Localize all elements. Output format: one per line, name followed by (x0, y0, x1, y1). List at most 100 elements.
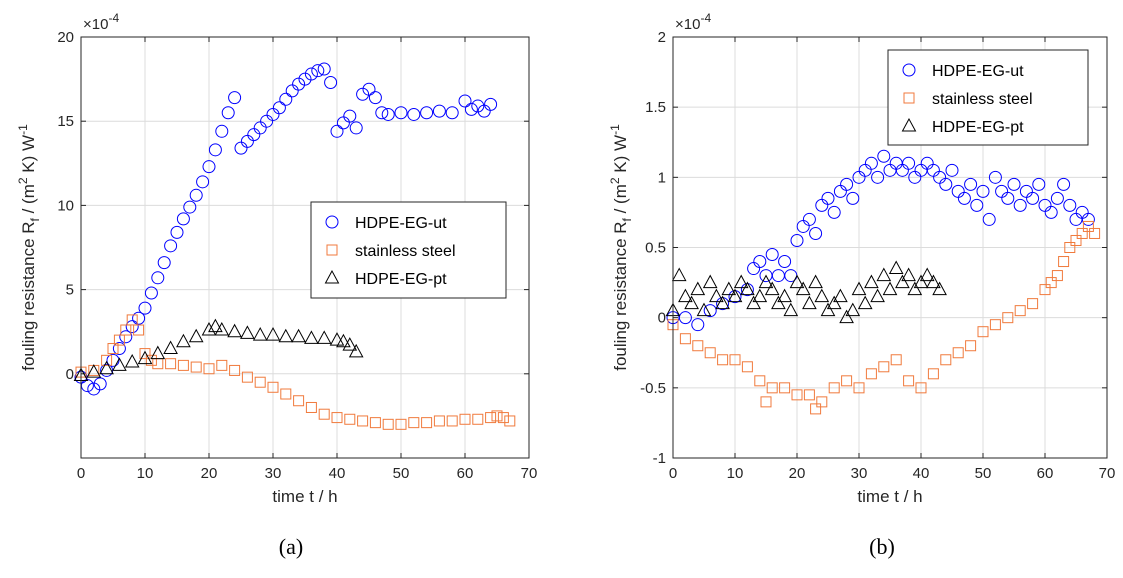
chart-panel-a: 0 10 20 30 40 50 60 70 0 5 10 15 20 ×10-4 time t / h fo… (16, 11, 537, 559)
data-point (202, 160, 216, 174)
data-point (304, 67, 318, 81)
data-point (895, 274, 910, 289)
exponent-label: ×10-4 (83, 11, 119, 33)
data-point (1058, 256, 1070, 268)
data-point (690, 281, 706, 296)
plot-frame (672, 36, 1108, 459)
legend-marker (325, 215, 339, 229)
data-point (164, 239, 178, 253)
data-point (472, 413, 484, 425)
data-point (137, 350, 153, 365)
data-point (902, 156, 916, 170)
data-point (163, 340, 178, 355)
x-tick-label: 0 (669, 465, 677, 482)
exponent-power: -4 (700, 11, 711, 25)
data-point (827, 205, 841, 219)
data-point (331, 412, 343, 424)
data-point (839, 309, 854, 324)
data-point (1081, 212, 1095, 226)
data-point (766, 382, 778, 394)
data-point (846, 191, 860, 205)
data-point (183, 200, 197, 214)
data-point (446, 415, 458, 427)
data-point (188, 328, 204, 343)
data-point (228, 91, 242, 105)
data-point (189, 188, 203, 202)
legend-marker (326, 244, 338, 256)
data-point (865, 368, 877, 380)
data-point (1007, 177, 1021, 191)
series-stainless-steel (667, 220, 1101, 415)
x-tick-label: 50 (975, 465, 992, 482)
data-point (957, 191, 971, 205)
y-axis-label-part: / (m (611, 184, 630, 218)
data-point (970, 198, 984, 212)
data-point (101, 354, 113, 366)
data-point (890, 354, 902, 366)
data-point (989, 319, 1001, 331)
y-tick-label: 0 (66, 366, 74, 383)
data-point (157, 256, 171, 270)
y-tick-label: 2 (658, 29, 666, 46)
data-point (145, 354, 157, 366)
plot-frame (80, 36, 530, 459)
legend-label: HDPE-EG-ut (932, 63, 1024, 80)
data-point (828, 382, 840, 394)
data-point (964, 177, 978, 191)
data-point (877, 149, 891, 163)
data-point (765, 248, 779, 262)
data-point (265, 327, 281, 341)
data-point (733, 274, 749, 289)
legend-marker (903, 92, 915, 104)
data-point (1050, 191, 1064, 205)
y-tick-label: 20 (57, 29, 74, 46)
data-point (229, 364, 241, 376)
x-tick-label: 10 (727, 465, 744, 482)
data-point (833, 288, 848, 303)
y-tick-label: 5 (66, 282, 74, 299)
data-point (407, 107, 421, 121)
series-hdpe-eg-ut (74, 62, 498, 396)
data-point (357, 415, 369, 427)
y-tick-label: 15 (57, 113, 74, 130)
data-point (343, 109, 357, 123)
data-point (394, 106, 408, 120)
data-point (808, 274, 823, 289)
y-axis-label-part: K) W (611, 135, 630, 178)
data-point (368, 91, 382, 105)
x-tick-label: 30 (265, 465, 282, 482)
x-axis-label: time t / h (272, 487, 337, 506)
data-point (709, 288, 724, 303)
data-point (375, 106, 389, 120)
data-point (126, 314, 138, 326)
data-point (278, 328, 294, 343)
data-point (915, 382, 927, 394)
data-point (1057, 177, 1071, 191)
data-point (291, 328, 306, 343)
data-point (903, 375, 915, 387)
data-point (802, 212, 816, 226)
data-point (746, 295, 761, 310)
y-tick-label: 0 (658, 310, 666, 327)
data-point (421, 417, 433, 429)
data-point (317, 62, 331, 76)
data-point (491, 410, 503, 422)
exponent-power: -4 (108, 11, 119, 25)
series-hdpe-eg-ut (666, 149, 1095, 332)
data-point (125, 320, 139, 334)
y-axis-label-part: fouling resistance R (611, 221, 630, 370)
data-point (272, 101, 286, 115)
data-point (240, 325, 255, 339)
data-point (151, 271, 165, 285)
legend: HDPE-EG-ut stainless steel HDPE-EG-pt (887, 49, 1089, 146)
data-point (878, 361, 890, 373)
data-point (1026, 191, 1040, 205)
data-point (433, 415, 445, 427)
data-point (810, 403, 822, 415)
data-point (330, 124, 344, 138)
series-hdpe-eg-pt (665, 260, 947, 324)
data-point (1051, 270, 1063, 282)
data-point (901, 267, 916, 282)
data-point (840, 177, 854, 191)
